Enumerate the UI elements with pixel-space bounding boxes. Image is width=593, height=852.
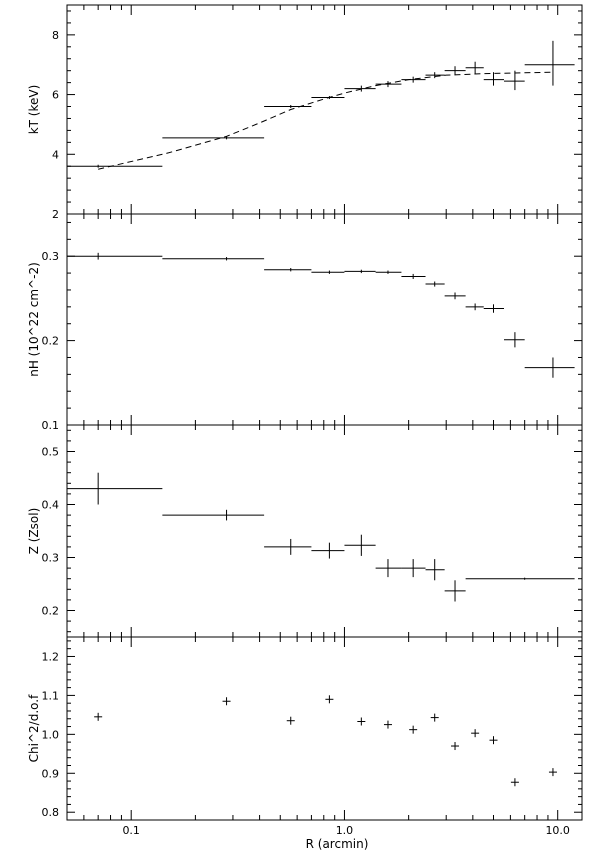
- x-axis-label: R (arcmin): [306, 837, 369, 851]
- x-tick-label: 1.0: [336, 824, 354, 837]
- y-tick-label: 6: [52, 89, 59, 102]
- y-tick-label: 8: [52, 29, 59, 42]
- panel-3: 0.2 0.3 0.4 0.5 Z (Zsol): [27, 424, 583, 638]
- y-axis-label: Chi^2/d.o.f: [27, 694, 41, 762]
- y-tick-label: 0.9: [42, 767, 60, 780]
- plot-frame: [66, 4, 583, 215]
- y-tick-label: 0.8: [42, 806, 60, 819]
- y-tick-label: 0.4: [42, 499, 60, 512]
- y-axis-label: Z (Zsol): [27, 508, 41, 555]
- y-tick-label: 0.5: [42, 446, 60, 459]
- panel-1: 2 4 6 8 kT (keV): [27, 4, 583, 221]
- y-tick-label: 1.2: [42, 650, 60, 663]
- plot-frame: [66, 636, 583, 821]
- panel-2: 0.1 0.2 0.3nH (10^22 cm^-2): [27, 213, 583, 432]
- plot-frame: [66, 213, 583, 426]
- plot-frame: [66, 424, 583, 638]
- x-tick-label: 0.1: [122, 824, 140, 837]
- panel-4: 0.8 0.9 1.0 1.1 1.2 Chi^2/d.o.f: [27, 636, 583, 821]
- y-tick-label: 0.2: [42, 605, 60, 618]
- y-tick-label: 1.1: [42, 689, 60, 702]
- y-tick-label: 0.2: [42, 335, 60, 348]
- y-tick-label: 2: [52, 208, 59, 221]
- y-tick-label: 4: [52, 148, 59, 161]
- y-tick-label: 0.3: [42, 552, 60, 565]
- y-tick-label: 0.3: [42, 250, 60, 263]
- y-tick-label: 0.1: [42, 419, 60, 432]
- model-curve: [98, 71, 553, 170]
- x-tick-label: 10.0: [545, 824, 570, 837]
- y-tick-label: 1.0: [42, 728, 60, 741]
- y-axis-label: kT (keV): [27, 85, 41, 135]
- y-axis-label: nH (10^22 cm^-2): [27, 262, 41, 377]
